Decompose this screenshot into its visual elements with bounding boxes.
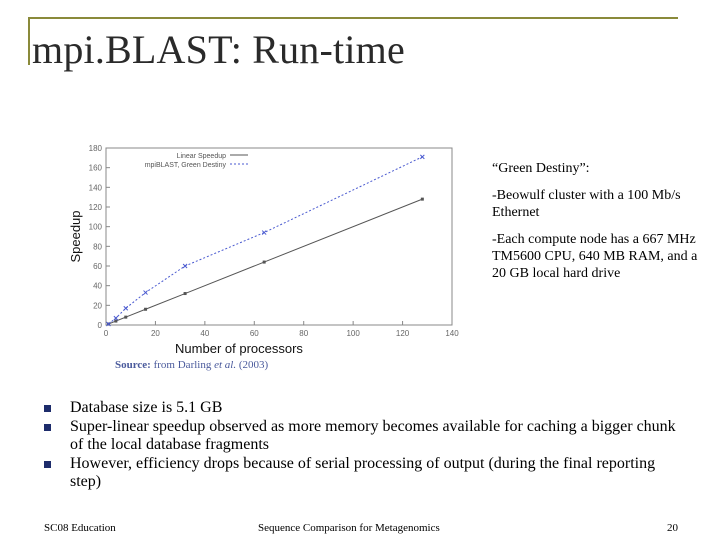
bullet-text: However, efficiency drops because of ser… bbox=[70, 455, 656, 490]
data-point-mpiblast bbox=[182, 263, 188, 269]
footer-topic: Sequence Comparison for Metagenomics bbox=[258, 522, 440, 534]
plot-frame bbox=[105, 147, 453, 326]
data-point-mpiblast bbox=[113, 315, 119, 321]
source-label: Source: bbox=[115, 359, 151, 371]
cluster-name: “Green Destiny”: bbox=[492, 161, 590, 176]
x-tick-label: 40 bbox=[200, 329, 209, 338]
series-line-mpiblast bbox=[108, 156, 423, 325]
cluster-node-note: -Each compute node has a 667 MHz TM5600 … bbox=[492, 232, 698, 281]
data-point-linear-speedup bbox=[262, 260, 266, 264]
data-point-mpiblast bbox=[143, 290, 148, 295]
cluster-network-note: -Beowulf cluster with a 100 Mb/s Etherne… bbox=[492, 188, 681, 220]
bullet-item: Super-linear speedup observed as more me… bbox=[40, 418, 690, 454]
bullet-text: Super-linear speedup observed as more me… bbox=[70, 418, 676, 453]
source-text: from Darling bbox=[153, 359, 212, 371]
bullet-item: Database size is 5.1 GB bbox=[40, 399, 690, 417]
y-tick-label: 80 bbox=[93, 242, 102, 251]
source-et-al: et al. bbox=[214, 359, 237, 371]
footer-page-number: 20 bbox=[667, 522, 678, 534]
data-point-linear-speedup bbox=[144, 307, 148, 311]
y-tick-label: 120 bbox=[89, 203, 103, 212]
bullet-square-icon bbox=[44, 405, 51, 412]
bullet-square-icon bbox=[44, 424, 51, 431]
data-point-mpiblast bbox=[123, 305, 129, 311]
data-point-linear-speedup bbox=[420, 197, 424, 201]
data-point-linear-speedup bbox=[114, 319, 118, 323]
x-tick-label: 0 bbox=[104, 329, 109, 338]
y-tick-label: 0 bbox=[98, 321, 103, 330]
legend-entry-label: Linear Speedup bbox=[177, 153, 227, 160]
y-tick-label: 100 bbox=[89, 223, 103, 232]
y-tick-label: 20 bbox=[93, 301, 102, 310]
title-frame-left-rule bbox=[28, 17, 30, 65]
bullet-text: Database size is 5.1 GB bbox=[70, 399, 223, 416]
data-point-mpiblast bbox=[261, 230, 267, 235]
speedup-chart: 0 20 40 60 80 100 120 140 0 20 40 60 80 100 120 140 160 1… bbox=[68, 144, 459, 356]
x-tick-label: 60 bbox=[250, 329, 259, 338]
y-tick-label: 160 bbox=[89, 164, 103, 173]
data-point-linear-speedup bbox=[183, 292, 187, 296]
legend-entry-label: mpiBLAST, Green Destiny bbox=[145, 162, 227, 169]
cluster-description: “Green Destiny”: -Beowulf cluster with a… bbox=[492, 160, 702, 292]
y-tick-label: 40 bbox=[93, 282, 102, 291]
x-tick-label: 120 bbox=[396, 329, 410, 338]
y-axis-label: Speedup bbox=[68, 210, 83, 262]
data-point-mpiblast bbox=[106, 321, 111, 327]
y-tick-label: 140 bbox=[89, 183, 103, 192]
x-tick-label: 20 bbox=[151, 329, 160, 338]
bullet-item: However, efficiency drops because of ser… bbox=[40, 455, 690, 491]
bullet-square-icon bbox=[44, 461, 51, 468]
x-tick-label: 80 bbox=[299, 329, 308, 338]
data-point-linear-speedup bbox=[124, 315, 128, 319]
y-tick-label: 60 bbox=[93, 262, 102, 271]
x-axis-label: Number of processors bbox=[175, 341, 303, 356]
x-tick-label: 140 bbox=[445, 329, 459, 338]
source-year: (2003) bbox=[238, 359, 269, 371]
footer-event: SC08 Education bbox=[44, 522, 116, 534]
slide-title: mpi.BLAST: Run-time bbox=[32, 27, 405, 72]
title-frame-top-rule bbox=[28, 17, 678, 19]
x-tick-label: 100 bbox=[346, 329, 360, 338]
data-point-mpiblast bbox=[419, 154, 425, 160]
bullet-list: Database size is 5.1 GB Super-linear spe… bbox=[40, 399, 690, 492]
y-tick-label: 180 bbox=[89, 144, 103, 153]
source-citation: Source: from Darling et al. (2003) bbox=[115, 359, 268, 371]
